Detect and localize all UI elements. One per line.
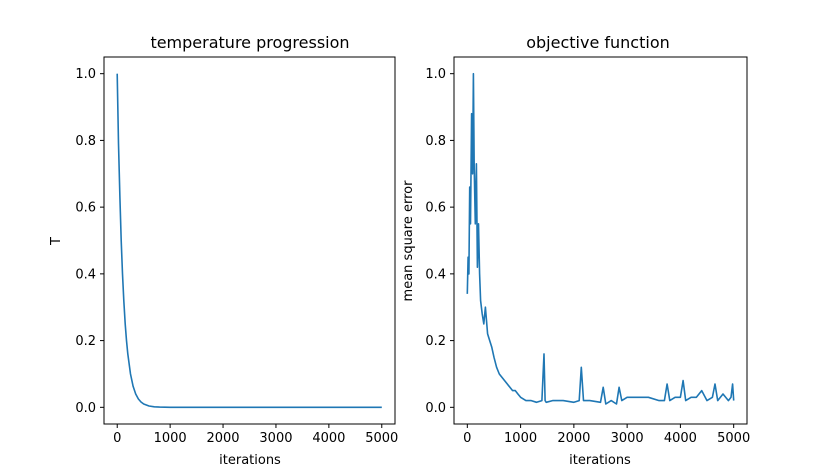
y-tick-label: 0.6: [75, 201, 96, 216]
x-axis-label: iterations: [219, 453, 281, 468]
x-tick-label: 0: [113, 431, 121, 446]
axes-frame: [103, 56, 396, 425]
x-tick-label: 1000: [154, 431, 187, 446]
x-tick-label: 4000: [312, 431, 345, 446]
temperature-chart: temperature progression 0 1000 2000 3000 400…: [49, 33, 398, 468]
chart-title: objective function: [526, 33, 670, 52]
y-tick-label: 0.2: [425, 334, 446, 349]
x-axis-label: iterations: [569, 453, 631, 468]
y-tick-label: 0.0: [425, 401, 446, 416]
x-tick-label: 4000: [664, 431, 697, 446]
x-tick-label: 2000: [557, 431, 590, 446]
y-tick-label: 0.6: [425, 201, 446, 216]
x-tick-label: 0: [463, 431, 471, 446]
y-tick-label: 0.0: [75, 401, 96, 416]
plot-lines: [116, 73, 382, 409]
y-tick-label: 1.0: [75, 67, 96, 82]
series-line-0: [466, 72, 735, 405]
chart-title: temperature progression: [150, 33, 349, 52]
x-tick-label: 5000: [365, 431, 398, 446]
x-tick-label: 5000: [717, 431, 750, 446]
y-axis-label: mean square error: [401, 180, 416, 302]
x-tick-label: 1000: [504, 431, 537, 446]
y-tick-label: 0.4: [75, 267, 96, 282]
series-line-0: [116, 73, 382, 409]
x-tick-label: 2000: [206, 431, 239, 446]
x-tick-label: 3000: [259, 431, 292, 446]
y-tick-label: 0.2: [75, 334, 96, 349]
y-tick-label: 0.4: [425, 267, 446, 282]
y-tick-label: 1.0: [425, 67, 446, 82]
objective-chart: objective function 0 1000 2000 3000 4000 5000…: [401, 33, 750, 468]
y-tick-label: 0.8: [75, 134, 96, 149]
x-tick-label: 3000: [611, 431, 644, 446]
y-axis-label: T: [49, 237, 64, 246]
tick-marks: 0 1000 2000 3000 4000 5000 0.0 0.2 0.4 0.6 0.8 1.0: [75, 67, 398, 446]
y-tick-label: 0.8: [425, 134, 446, 149]
plot-lines: [466, 72, 735, 405]
tick-marks: 0 1000 2000 3000 4000 5000 0.0 0.2 0.4 0.6 0.8 1.0: [425, 67, 750, 446]
axes-frame: [453, 56, 748, 425]
